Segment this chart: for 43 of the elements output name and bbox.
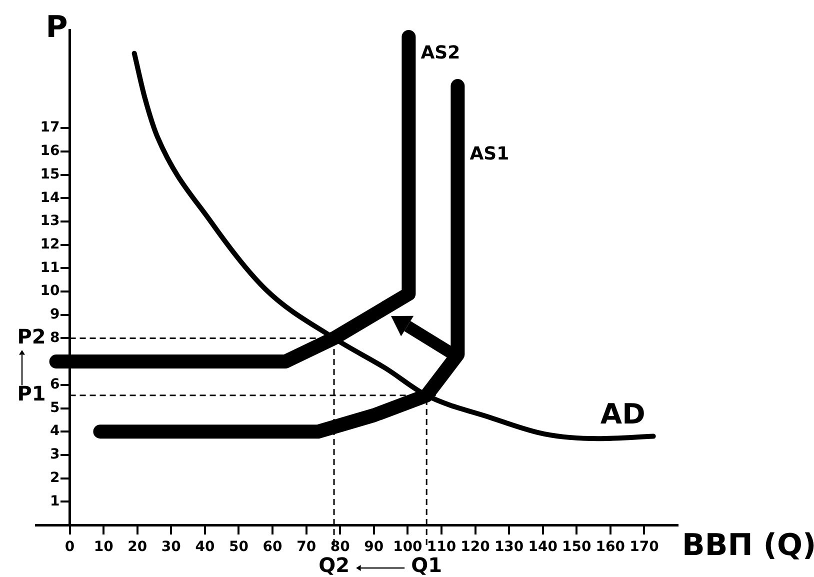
ref-line-label: Q1: [411, 553, 442, 577]
x-tick-label: 140: [528, 539, 558, 556]
x-axis-title: ВВП (Q): [682, 528, 814, 563]
x-tick-label: 160: [596, 539, 626, 556]
y-tick-label: 1: [50, 493, 60, 510]
ref-line-label: P1: [17, 382, 46, 406]
x-tick-label: 110: [426, 539, 456, 556]
y-tick-label: 4: [50, 423, 60, 440]
series-label: AS1: [470, 144, 510, 165]
y-tick-label: 5: [50, 400, 60, 416]
y-tick-label: 13: [40, 213, 60, 230]
y-tick-label: 16: [40, 143, 60, 160]
x-tick-label: 10: [94, 539, 114, 556]
x-tick-label: 20: [128, 539, 148, 556]
x-tick-label: 40: [195, 539, 215, 556]
x-tick-label: 90: [364, 539, 384, 556]
x-tick-label: 80: [330, 539, 350, 556]
x-tick-label: 150: [562, 539, 592, 556]
y-axis-title: P: [46, 10, 68, 45]
x-tick-label: 30: [161, 539, 182, 556]
x-tick-label: 100: [393, 539, 423, 556]
series-label: AD: [600, 398, 646, 431]
y-tick-label: 9: [50, 306, 60, 322]
x-tick-label: 60: [262, 539, 283, 556]
x-tick-label: 170: [630, 539, 660, 556]
y-tick-label: 10: [40, 283, 60, 300]
x-tick-label: 70: [296, 539, 316, 556]
x-tick-label: 0: [64, 539, 75, 556]
x-tick-label: 50: [228, 539, 249, 556]
y-tick-label: 11: [40, 260, 60, 276]
series-label: AS2: [420, 42, 460, 64]
y-tick-label: 12: [40, 236, 60, 252]
y-tick-label: 6: [50, 376, 60, 393]
y-tick-label: 2: [50, 470, 60, 486]
y-tick-label: 14: [40, 190, 60, 206]
y-tick-label: 8: [50, 330, 60, 346]
y-tick-label: 3: [50, 446, 60, 463]
x-tick-label: 120: [460, 539, 490, 556]
ref-line-label: P2: [17, 324, 46, 348]
x-tick-label: 130: [494, 539, 524, 556]
y-tick-label: 15: [40, 166, 60, 182]
ref-line-label: Q2: [318, 553, 350, 577]
y-tick-label: 17: [40, 120, 60, 136]
